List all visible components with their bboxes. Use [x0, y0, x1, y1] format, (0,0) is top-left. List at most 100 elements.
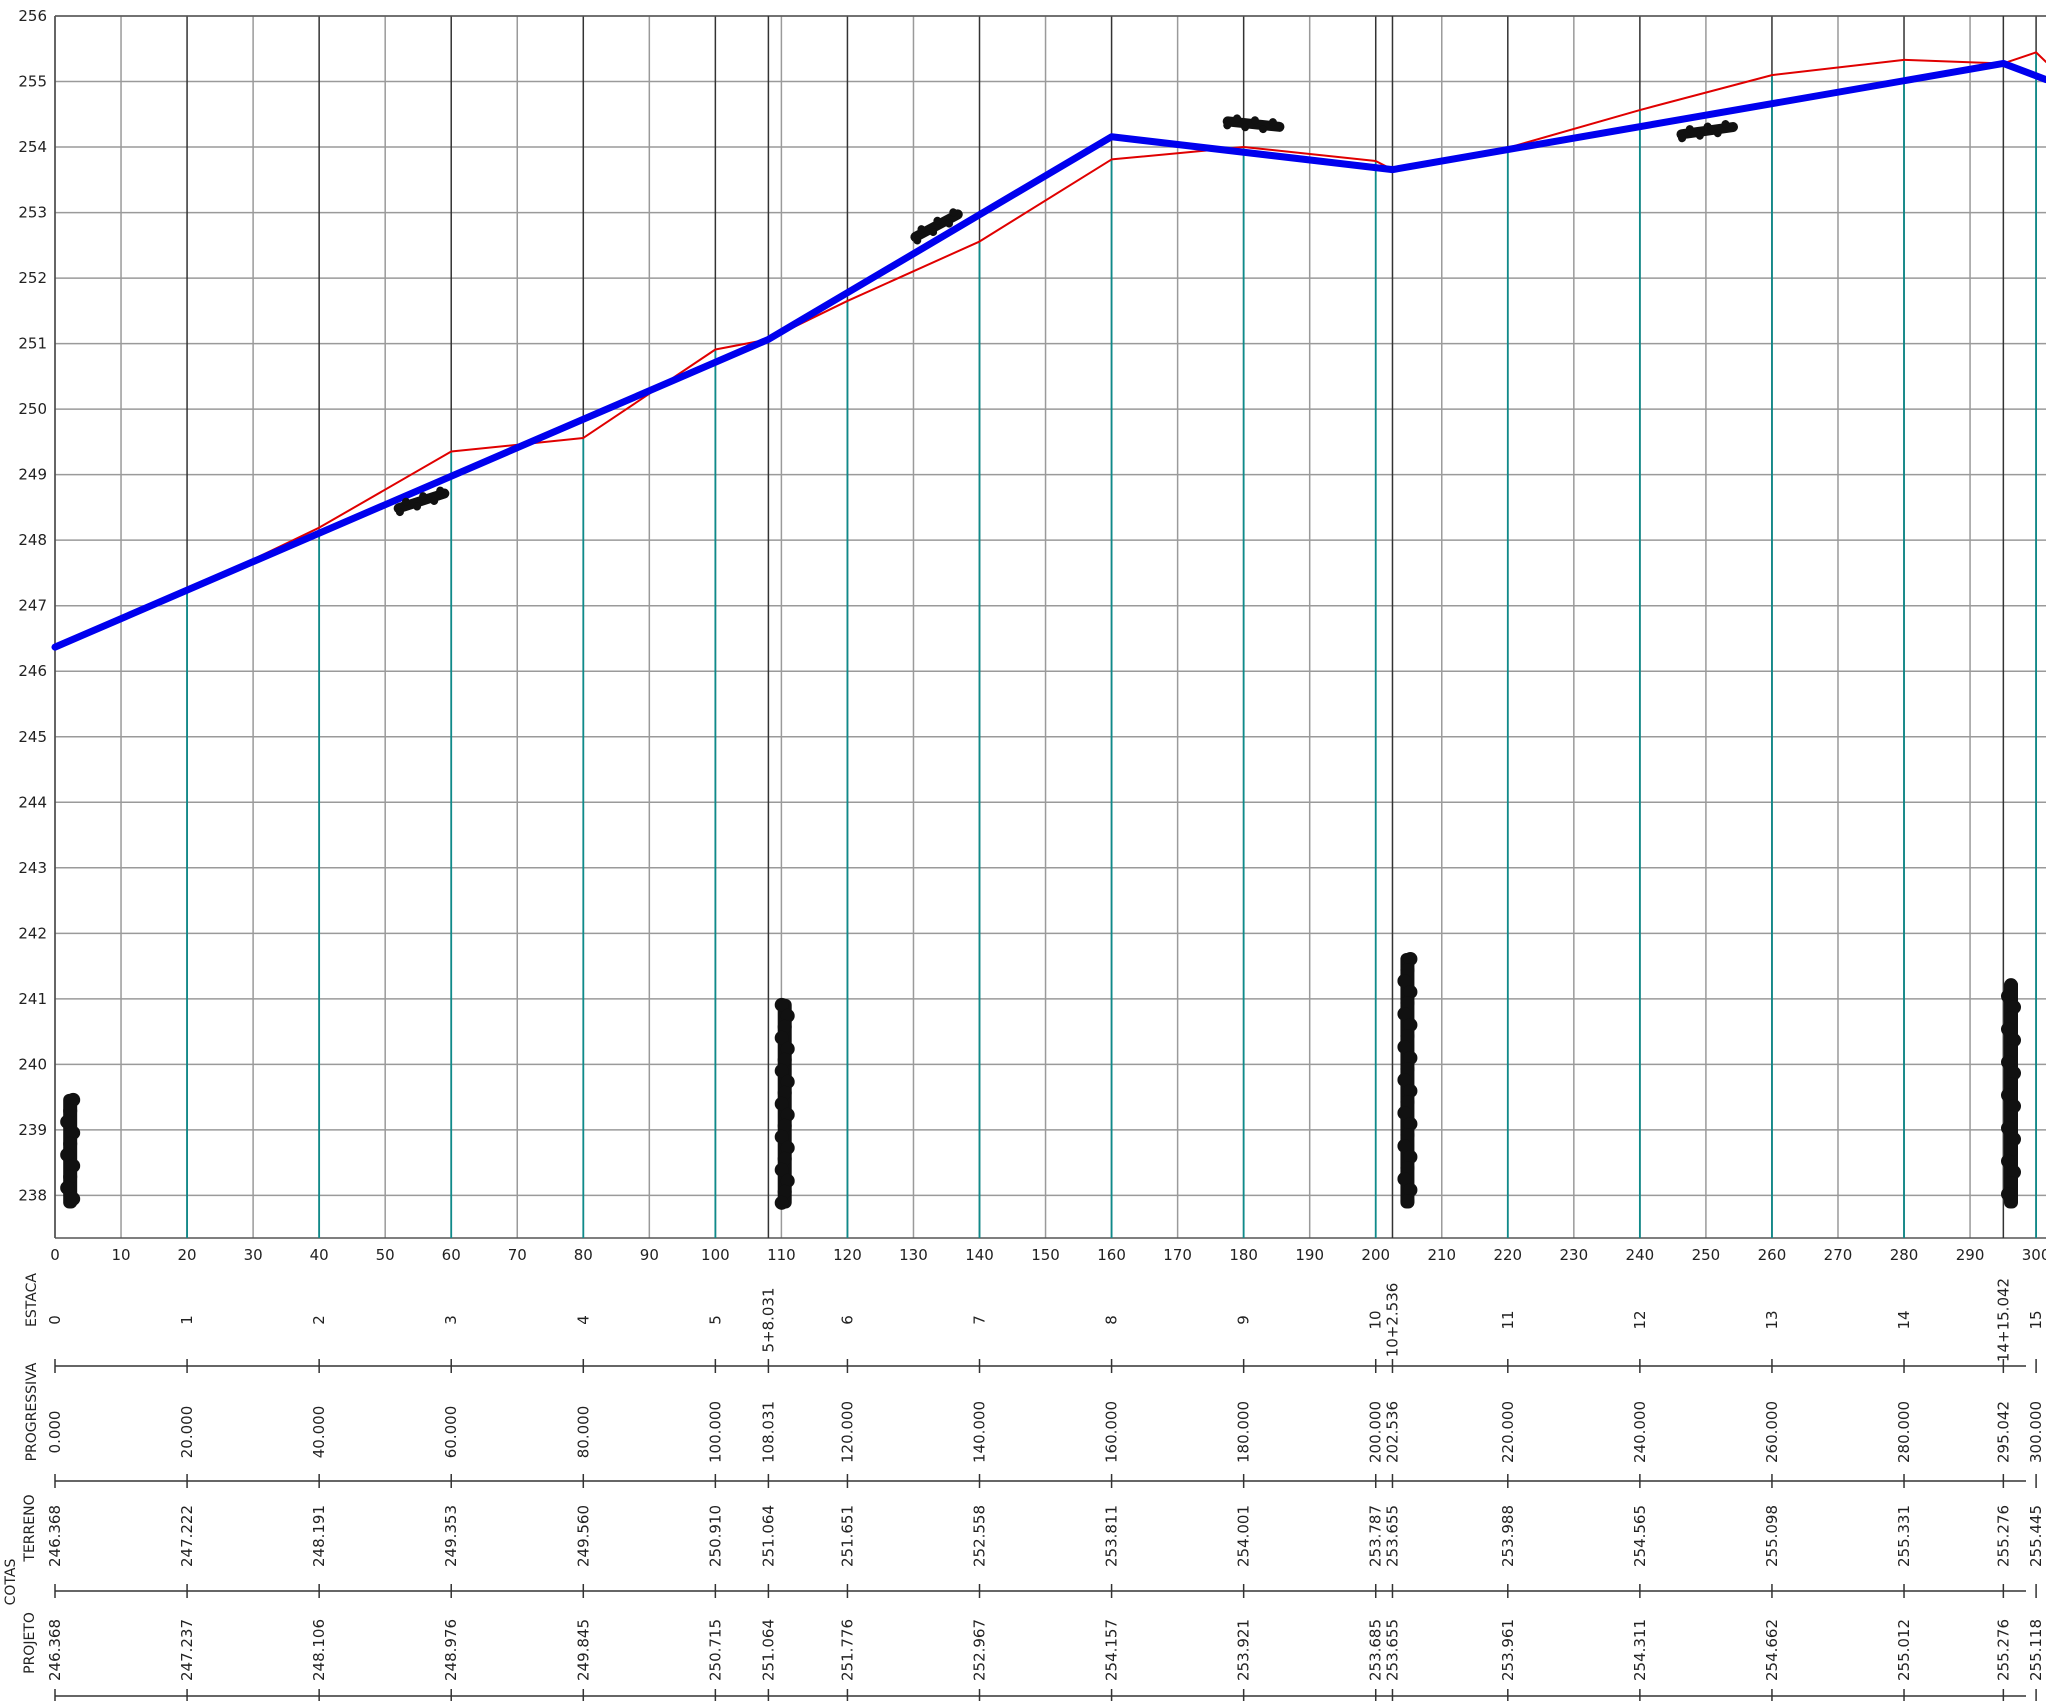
scribble-mark-vertical-dot	[63, 1103, 78, 1118]
scribble-mark-dot	[1685, 125, 1694, 134]
scribble-mark-vertical-dot	[2004, 1176, 2019, 1191]
table-cell-estaca: 14	[1895, 1310, 1913, 1329]
scribble-mark-dot	[929, 228, 938, 237]
y-tick-label: 245	[18, 728, 47, 746]
scribble-mark-dot	[395, 508, 404, 517]
scribble-mark-vertical-dot	[1397, 1138, 1412, 1153]
y-tick-label: 252	[18, 269, 47, 287]
table-cell-terreno: 255.276	[1994, 1505, 2012, 1567]
x-tick-label: 90	[640, 1246, 659, 1264]
scribble-mark-vertical-dot	[774, 1030, 789, 1045]
table-cell-projeto: 251.064	[759, 1619, 777, 1681]
scribble-mark-vertical-dot	[780, 1041, 795, 1056]
scribble-mark-dot	[917, 225, 926, 234]
y-tick-label: 241	[18, 990, 47, 1008]
scribble-mark-vertical-dot	[780, 1107, 795, 1122]
scribble-mark-dot	[1223, 121, 1232, 130]
x-tick-label: 70	[508, 1246, 527, 1264]
x-tick-label: 250	[1692, 1246, 1721, 1264]
row-label-estaca: ESTACA	[24, 1273, 40, 1327]
scribble-mark-vertical-dot	[2007, 1066, 2022, 1081]
table-cell-estaca: 13	[1763, 1310, 1781, 1329]
scribble-mark-vertical-dot	[777, 1085, 792, 1100]
table-cell-progressiva: 108.031	[759, 1401, 777, 1463]
x-tick-label: 190	[1295, 1246, 1324, 1264]
series-line-projeto	[51, 59, 2046, 651]
table-cell-estaca: 0	[46, 1315, 64, 1325]
scribble-mark-vertical-dot	[1403, 1116, 1418, 1131]
scribble-mark-vertical-dot	[1403, 1017, 1418, 1032]
table-cell-projeto: 249.845	[574, 1619, 592, 1681]
y-tick-label: 254	[18, 138, 47, 156]
table-cell-progressiva: 200.000	[1367, 1401, 1385, 1463]
y-tick-label: 244	[18, 793, 47, 811]
x-tick-label: 60	[442, 1246, 461, 1264]
x-tick-label: 160	[1097, 1246, 1126, 1264]
scribble-mark-vertical-dot	[1400, 1028, 1415, 1043]
scribble-mark-vertical-dot	[1397, 1105, 1412, 1120]
table-cell-progressiva: 40.000	[310, 1406, 328, 1459]
row-label-terreno: TERRENO	[22, 1494, 38, 1562]
y-tick-label: 248	[18, 531, 47, 549]
table-cell-estaca: 12	[1631, 1310, 1649, 1329]
table-cell-projeto: 255.118	[2027, 1619, 2045, 1681]
scribble-mark-vertical-dot	[777, 1184, 792, 1199]
scribble-mark-vertical-dot	[2001, 1154, 2016, 1169]
table-cell-estaca: 10	[1367, 1310, 1385, 1329]
table-cell-terreno: 253.811	[1103, 1505, 1121, 1567]
scribble-mark-dot	[933, 216, 942, 225]
scribble-mark-vertical-dot	[2007, 1099, 2022, 1114]
scribble-mark-vertical-dot	[777, 1118, 792, 1133]
table-cell-estaca: 15	[2027, 1310, 2045, 1329]
scribble-mark-vertical-dot	[1403, 1182, 1418, 1197]
table-cell-estaca: 7	[971, 1315, 989, 1325]
x-tick-label: 40	[310, 1246, 329, 1264]
scribble-mark-vertical-dot	[774, 1096, 789, 1111]
table-cell-terreno: 254.565	[1631, 1505, 1649, 1567]
table-cell-estaca: 11	[1499, 1310, 1517, 1329]
table-cell-projeto: 254.662	[1763, 1619, 1781, 1681]
x-tick-label: 240	[1626, 1246, 1655, 1264]
x-tick-label: 130	[899, 1246, 928, 1264]
x-tick-labels: 0 10 20 30 40 50 60 70 80 90 100 110 120 130 140 150 160…	[50, 1246, 2046, 1264]
table-cell-estaca: 1	[178, 1315, 196, 1325]
scribble-mark-dot	[1695, 131, 1704, 140]
scribble-mark-vertical-dot	[1400, 1160, 1415, 1175]
scribble-mark-vertical-dot	[2001, 1022, 2016, 1037]
table-cell-projeto: 254.311	[1631, 1619, 1649, 1681]
table-cell-terreno: 255.098	[1763, 1505, 1781, 1567]
y-tick-label: 250	[18, 400, 47, 418]
x-tick-label: 230	[1560, 1246, 1589, 1264]
table-cell-estaca: 4	[574, 1315, 592, 1325]
scribble-mark-dot	[1721, 120, 1730, 129]
scribble-mark-vertical-dot	[66, 1125, 81, 1140]
table-cell-progressiva: 100.000	[706, 1401, 724, 1463]
table-cell-projeto: 253.921	[1235, 1619, 1253, 1681]
table-cell-projeto: 247.237	[178, 1619, 196, 1681]
scribble-mark-dot	[1250, 116, 1259, 125]
scribble-mark-vertical-dot	[1403, 1050, 1418, 1065]
table-cell-progressiva: 295.042	[1994, 1401, 2012, 1463]
scribble-mark-dot	[413, 502, 422, 511]
table-cell-terreno: 247.222	[178, 1505, 196, 1567]
scribble-mark-vertical-dot	[1397, 1072, 1412, 1087]
scribble-mark-vertical-dot	[774, 1162, 789, 1177]
table-cell-progressiva: 240.000	[1631, 1401, 1649, 1463]
scribble-mark-vertical-dot	[2007, 1165, 2022, 1180]
y-tick-label: 255	[18, 73, 47, 91]
scribble-mark-vertical-dot	[60, 1114, 75, 1129]
y-tick-label: 256	[18, 7, 47, 25]
scribble-mark-vertical-dot	[774, 997, 789, 1012]
scribble-mark-dot	[1259, 125, 1268, 134]
table-cell-projeto: 254.157	[1103, 1619, 1121, 1681]
scribble-mark-vertical-dot	[60, 1147, 75, 1162]
table-cell-progressiva: 120.000	[838, 1401, 856, 1463]
x-tick-label: 120	[833, 1246, 862, 1264]
x-tick-label: 0	[50, 1246, 60, 1264]
scribble-mark-vertical-dot	[1397, 1006, 1412, 1021]
scribble-mark	[393, 486, 450, 517]
scribbles	[60, 114, 2022, 1210]
scribble-mark-vertical-dot	[1397, 973, 1412, 988]
scribble-mark-vertical-dot	[2001, 1187, 2016, 1202]
y-tick-label: 240	[18, 1055, 47, 1073]
